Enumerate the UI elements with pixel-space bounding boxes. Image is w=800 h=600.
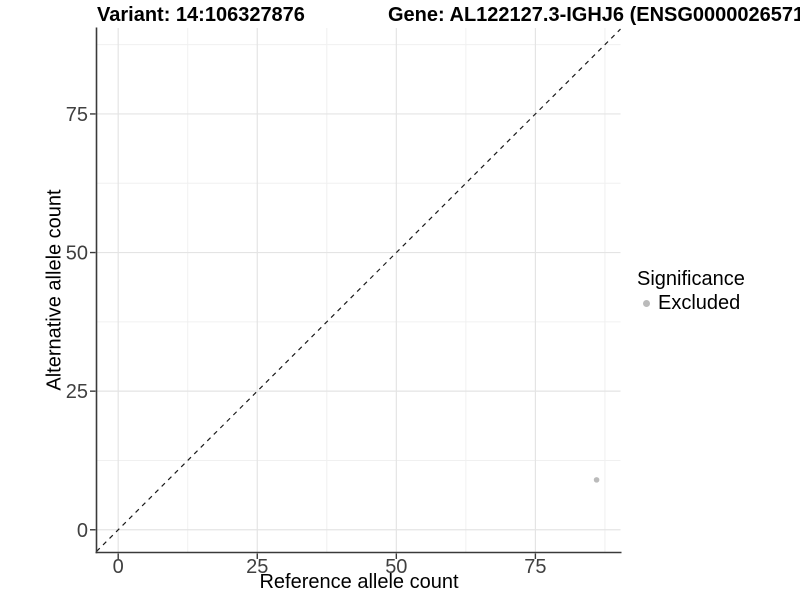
legend: Significance Excluded	[637, 268, 745, 315]
x-tick-label: 75	[524, 556, 546, 578]
legend-item-label: Excluded	[658, 292, 741, 314]
x-tick-label: 50	[385, 556, 407, 578]
identity-line	[96, 28, 621, 552]
legend-title: Significance	[637, 268, 745, 290]
x-axis-title: Reference allele count	[259, 571, 459, 593]
x-tick-label: 0	[113, 556, 124, 578]
y-tick-label: 50	[66, 243, 88, 265]
plot-title: Variant: 14:106327876 Gene: AL122127.3-I…	[0, 0, 800, 30]
data-point	[593, 477, 600, 483]
legend-item-excluded: Excluded	[637, 291, 745, 315]
x-tick-label: 25	[246, 556, 268, 578]
y-axis-title: Alternative allele count	[43, 189, 66, 391]
y-tick-label: 75	[66, 104, 88, 126]
variant-title: Variant: 14:106327876	[97, 4, 305, 26]
y-tick-label: 0	[77, 520, 88, 542]
legend-key-dot	[643, 299, 650, 307]
y-tick-label: 25	[66, 381, 88, 403]
gene-title: Gene: AL122127.3-IGHJ6 (ENSG0000026571	[388, 4, 800, 26]
